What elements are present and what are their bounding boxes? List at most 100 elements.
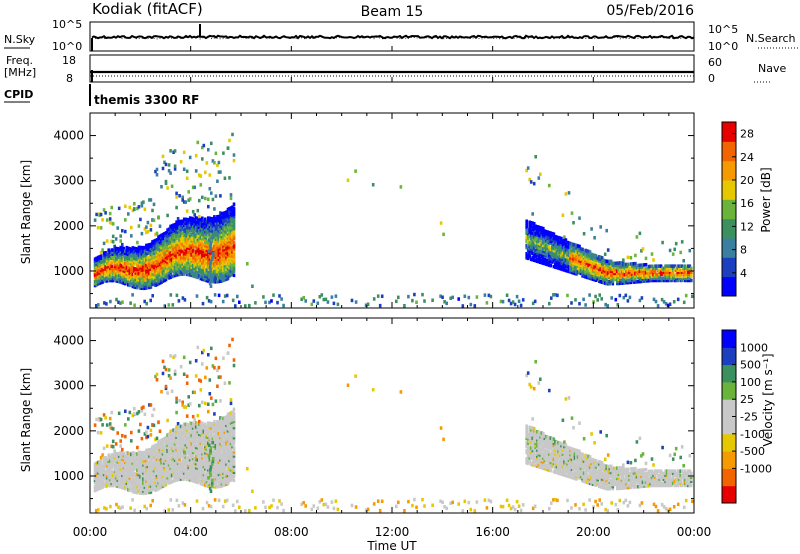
power-cell	[647, 266, 651, 271]
power-cell	[196, 216, 200, 221]
power-cell	[676, 264, 679, 268]
power-cell	[643, 267, 646, 271]
power-cell	[581, 257, 584, 262]
power-cell	[611, 267, 615, 272]
velocity-cell	[178, 445, 181, 449]
power-cell	[231, 268, 234, 272]
power-cell	[164, 255, 168, 259]
power-cell	[143, 274, 147, 278]
power-cell	[175, 205, 178, 210]
velocity-cell	[175, 453, 178, 458]
velocity-cell	[161, 470, 165, 474]
power-cell	[231, 132, 234, 137]
velocity-cell	[107, 477, 110, 482]
power-cell	[143, 276, 147, 280]
power-cell	[167, 163, 171, 167]
power-cell	[145, 282, 148, 286]
power-cell	[166, 264, 169, 269]
power-cell	[176, 254, 180, 259]
power-cell	[164, 263, 168, 268]
power-cell	[158, 265, 162, 269]
power-cell	[151, 258, 154, 262]
power-cell	[672, 300, 676, 304]
velocity-cell	[122, 453, 126, 458]
velocity-cell	[154, 454, 157, 458]
power-cell	[152, 249, 156, 254]
velocity-cell	[187, 441, 190, 445]
velocity-cell	[96, 487, 100, 491]
power-cell	[584, 256, 587, 261]
power-cell	[127, 258, 130, 263]
power-cell	[537, 241, 541, 246]
velocity-cell	[175, 429, 178, 433]
power-cell	[164, 162, 168, 167]
velocity-cell	[142, 457, 145, 461]
power-cell	[96, 278, 100, 282]
velocity-cell	[170, 479, 174, 484]
velocity-cell	[178, 457, 181, 461]
power-cell	[173, 227, 177, 231]
power-cell	[160, 247, 163, 252]
power-cell	[531, 233, 534, 238]
velocity-cell	[98, 480, 101, 484]
power-cell	[226, 246, 230, 250]
power-cell	[222, 234, 225, 238]
velocity-cell	[155, 372, 159, 377]
velocity-cell	[114, 463, 118, 468]
velocity-cell	[155, 481, 159, 486]
power-cell	[201, 238, 204, 243]
power-cell	[634, 276, 637, 280]
power-cell	[127, 246, 130, 250]
power-cell	[114, 237, 118, 241]
velocity-cell	[139, 465, 142, 469]
power-cell	[121, 278, 124, 283]
velocity-cell	[155, 457, 159, 461]
power-cell	[134, 279, 138, 283]
power-cell	[114, 265, 118, 269]
power-cell	[163, 276, 166, 281]
power-cell	[557, 248, 560, 252]
power-cell	[609, 279, 613, 284]
power-cell	[690, 274, 693, 279]
velocity-cell	[148, 456, 151, 460]
velocity-cell	[184, 436, 187, 441]
power-cell	[528, 222, 531, 226]
power-cell	[188, 220, 192, 224]
power-cell	[202, 227, 206, 231]
power-cell	[668, 268, 672, 272]
power-cell	[576, 270, 580, 275]
power-cell	[140, 264, 144, 268]
power-cell	[185, 223, 189, 228]
power-cell	[616, 271, 619, 276]
velocity-heatmap-cells	[93, 337, 694, 513]
power-cell	[324, 297, 328, 302]
power-cell	[199, 220, 203, 224]
power-cell	[148, 279, 151, 284]
power-cell	[185, 217, 189, 222]
power-cell	[371, 183, 375, 187]
power-cell	[620, 265, 624, 269]
power-cell	[101, 280, 104, 284]
power-cell	[584, 250, 587, 255]
power-cell	[662, 270, 666, 274]
velocity-cell	[161, 452, 165, 456]
power-cell	[300, 297, 303, 301]
velocity-cell	[160, 454, 163, 459]
power-cell	[142, 245, 145, 250]
power-cell	[121, 266, 124, 271]
velocity-cell	[116, 460, 119, 464]
velocity-cell	[111, 457, 115, 461]
power-cell	[117, 267, 121, 272]
power-cell	[169, 257, 172, 261]
power-cell	[196, 140, 200, 145]
power-cell	[232, 158, 236, 163]
power-cell	[152, 243, 156, 247]
velocity-cell	[155, 378, 159, 382]
power-cell	[117, 277, 121, 282]
power-cell	[606, 265, 610, 270]
velocity-cell	[155, 461, 159, 465]
power-cell	[644, 256, 648, 261]
velocity-cell	[125, 471, 129, 475]
power-cell	[152, 263, 156, 268]
velocity-cell	[125, 461, 129, 465]
